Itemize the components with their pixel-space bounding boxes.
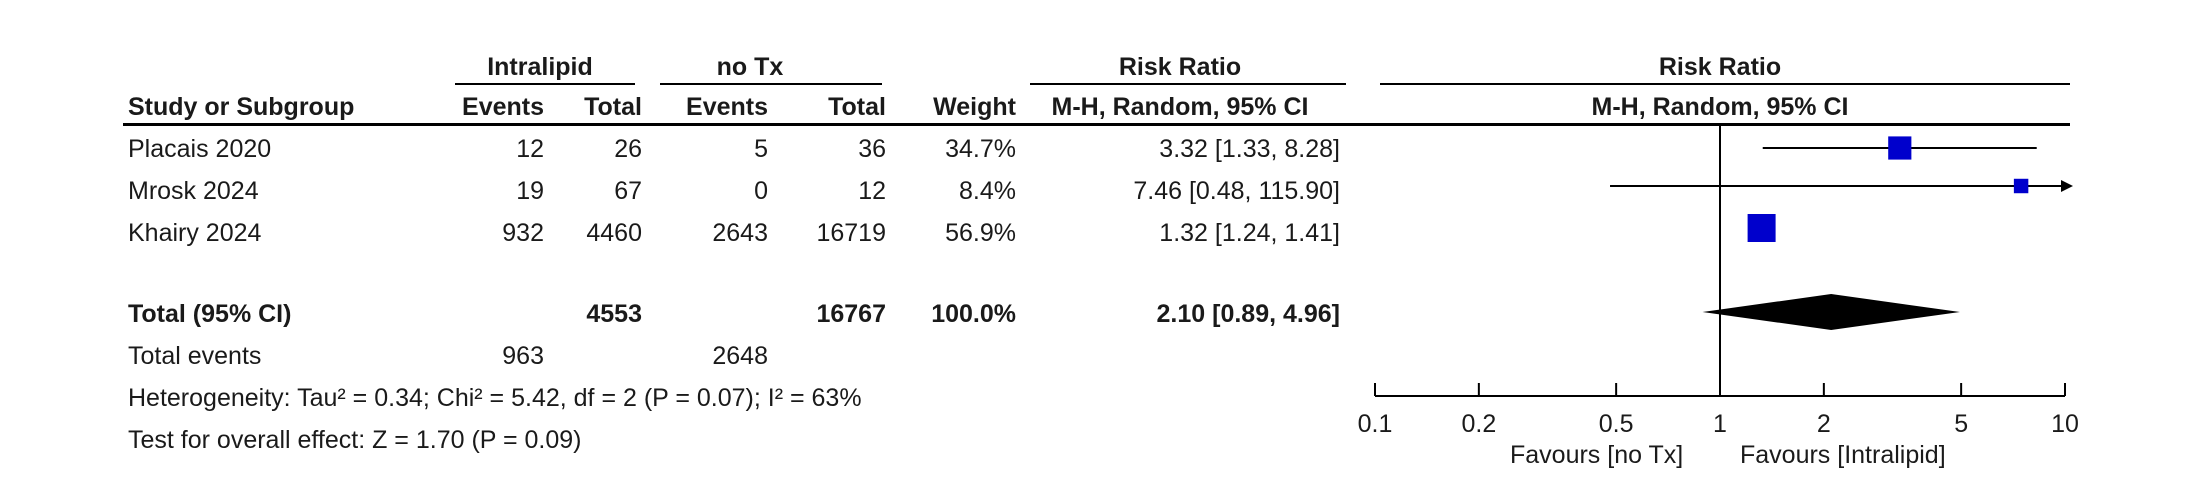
favours-left-label: Favours [no Tx] — [1510, 441, 1684, 469]
ci-arrow — [2061, 180, 2073, 192]
pooled-diamond — [1702, 294, 1960, 330]
total-events2: 2648 — [712, 342, 768, 370]
events1-header: Events — [462, 93, 544, 121]
overall-effect-text: Test for overall effect: Z = 1.70 (P = 0… — [128, 426, 582, 454]
favours-right-label: Favours [Intralipid] — [1740, 441, 1946, 469]
ci-value: 7.46 [0.48, 115.90] — [1133, 177, 1340, 205]
x-tick-label: 0.1 — [1358, 410, 1393, 438]
ci-value: 3.32 [1.33, 8.28] — [1159, 135, 1340, 163]
group2-header: no Tx — [716, 53, 784, 81]
total2-header: Total — [828, 93, 886, 121]
x-tick-label: 0.5 — [1599, 410, 1634, 438]
total-ci: 2.10 [0.89, 4.96] — [1156, 300, 1340, 328]
total1-value: 67 — [614, 177, 642, 205]
study-marker — [1888, 136, 1912, 160]
total2-sum: 16767 — [816, 300, 886, 328]
rr-left-underline — [1030, 83, 1346, 85]
total-events-label: Total events — [128, 342, 262, 370]
total-label: Total (95% CI) — [128, 300, 292, 328]
group1-header: Intralipid — [487, 53, 593, 81]
rr-right-subheader: M-H, Random, 95% CI — [1591, 93, 1849, 121]
total2-value: 12 — [858, 177, 886, 205]
events2-value: 2643 — [712, 219, 768, 247]
rr-left-header: Risk Ratio — [1118, 53, 1242, 81]
events2-value: 5 — [754, 135, 768, 163]
total2-value: 36 — [858, 135, 886, 163]
events1-value: 932 — [502, 219, 544, 247]
study-marker — [2013, 178, 2029, 194]
group1-underline — [455, 83, 635, 85]
total1-sum: 4553 — [586, 300, 642, 328]
heterogeneity-text: Heterogeneity: Tau² = 0.34; Chi² = 5.42,… — [128, 384, 862, 412]
x-tick-label: 2 — [1817, 410, 1831, 438]
weight-value: 56.9% — [945, 219, 1016, 247]
events1-value: 12 — [516, 135, 544, 163]
ci-value: 1.32 [1.24, 1.41] — [1159, 219, 1340, 247]
header-rule — [123, 123, 2070, 126]
events2-header: Events — [686, 93, 768, 121]
total-events1: 963 — [502, 342, 544, 370]
rr-right-underline — [1380, 83, 2070, 85]
group2-underline — [660, 83, 882, 85]
events1-value: 19 — [516, 177, 544, 205]
total1-value: 26 — [614, 135, 642, 163]
weight-header: Weight — [933, 93, 1016, 121]
rr-left-subheader: M-H, Random, 95% CI — [1051, 93, 1309, 121]
study-name: Khairy 2024 — [128, 219, 262, 247]
study-name: Mrosk 2024 — [128, 177, 259, 205]
total1-value: 4460 — [586, 219, 642, 247]
weight-value: 8.4% — [959, 177, 1016, 205]
weight-value: 34.7% — [945, 135, 1016, 163]
total1-header: Total — [584, 93, 642, 121]
x-tick-label: 0.2 — [1461, 410, 1496, 438]
study-name: Placais 2020 — [128, 135, 272, 163]
study-marker — [1747, 214, 1776, 242]
rr-right-header: Risk Ratio — [1658, 53, 1782, 81]
x-tick-label: 10 — [2051, 410, 2079, 438]
total2-value: 16719 — [816, 219, 886, 247]
study-column-header: Study or Subgroup — [128, 93, 355, 121]
events2-value: 0 — [754, 177, 768, 205]
x-tick-label: 1 — [1713, 410, 1727, 438]
total-weight: 100.0% — [931, 300, 1016, 328]
x-tick-label: 5 — [1954, 410, 1968, 438]
